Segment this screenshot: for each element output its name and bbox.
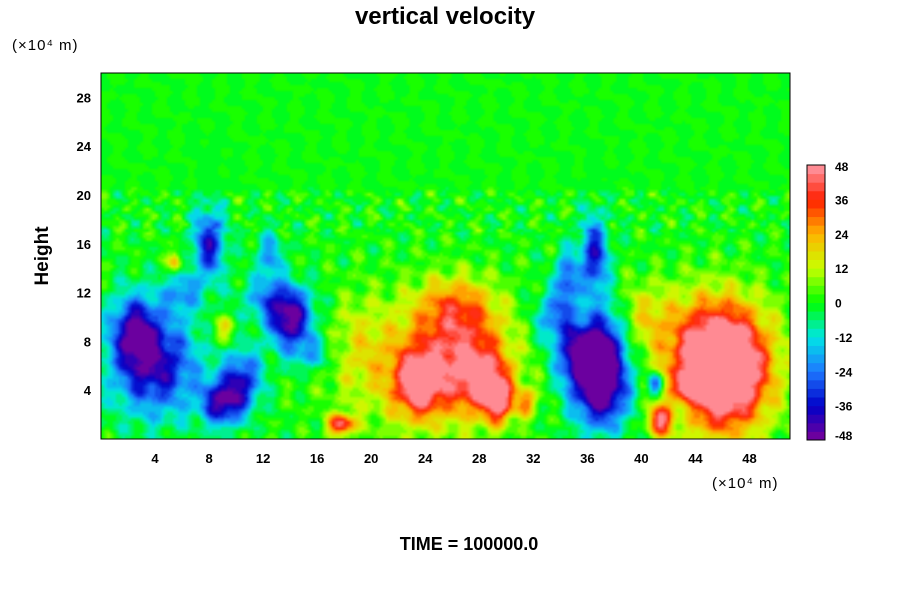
y-tick-label: 8 bbox=[84, 334, 91, 349]
x-tick-labels: 4 8 12 16 20 24 28 32 36 40 44 48 bbox=[151, 451, 756, 466]
x-tick-label: 16 bbox=[310, 451, 324, 466]
x-tick-label: 44 bbox=[688, 451, 703, 466]
x-tick-label: 12 bbox=[256, 451, 270, 466]
colorbar-tick-labels: 48 36 24 12 0 -12 -24 -36 -48 bbox=[835, 160, 853, 443]
colorbar-segment bbox=[807, 242, 825, 252]
x-tick-label: 28 bbox=[472, 451, 486, 466]
colorbar-segment bbox=[807, 233, 825, 243]
colorbar-tick-label: 0 bbox=[835, 297, 842, 311]
colorbar-segment bbox=[807, 293, 825, 303]
colorbar-segment bbox=[807, 302, 825, 312]
colorbar-segment bbox=[807, 216, 825, 226]
x-tick-label: 4 bbox=[151, 451, 159, 466]
colorbar-segment bbox=[807, 268, 825, 278]
plot-border bbox=[100, 72, 791, 440]
x-tick-label: 8 bbox=[205, 451, 212, 466]
colorbar-segment bbox=[807, 379, 825, 389]
y-tick-label: 16 bbox=[77, 237, 91, 252]
colorbar-segment bbox=[807, 250, 825, 261]
colorbar-segment bbox=[807, 388, 825, 398]
y-tick-label: 12 bbox=[77, 286, 91, 301]
colorbar-tick-label: 24 bbox=[835, 228, 849, 242]
colorbar-segment bbox=[807, 431, 825, 441]
colorbar-segment bbox=[807, 165, 825, 175]
colorbar-segment bbox=[807, 319, 825, 329]
y-tick-label: 20 bbox=[77, 188, 91, 203]
x-tick-label: 40 bbox=[634, 451, 648, 466]
x-axis-unit: (×10⁴ m) bbox=[712, 475, 779, 492]
y-tick-labels: 4 8 12 16 20 24 28 bbox=[77, 90, 92, 398]
colorbar-tick-label: -48 bbox=[835, 429, 853, 443]
colorbar-segment bbox=[807, 371, 825, 381]
colorbar-tick-label: -36 bbox=[835, 400, 853, 414]
y-tick-label: 4 bbox=[84, 383, 92, 398]
colorbar-segment bbox=[807, 285, 825, 295]
y-tick-label: 28 bbox=[77, 90, 91, 105]
colorbar-segment bbox=[807, 190, 825, 200]
colorbar-tick-label: 12 bbox=[835, 262, 849, 276]
colorbar-tick-label: 36 bbox=[835, 193, 849, 207]
y-tick-label: 24 bbox=[77, 139, 92, 154]
x-tick-label: 20 bbox=[364, 451, 378, 466]
colorbar-segment bbox=[807, 225, 825, 235]
colorbar-segment bbox=[807, 397, 825, 407]
chart-title: vertical velocity bbox=[355, 3, 536, 30]
velocity-field bbox=[101, 73, 790, 439]
x-tick-label: 48 bbox=[742, 451, 756, 466]
x-tick-label: 36 bbox=[580, 451, 594, 466]
colorbar-segment bbox=[807, 276, 825, 286]
colorbar-segment bbox=[807, 207, 825, 218]
colorbar-segment bbox=[807, 414, 825, 424]
time-label: TIME = 100000.0 bbox=[400, 534, 539, 554]
colorbar-segment bbox=[807, 199, 825, 209]
colorbar bbox=[806, 164, 826, 441]
colorbar-segment bbox=[807, 311, 825, 321]
colorbar-segment bbox=[807, 354, 825, 364]
colorbar-tick-label: -24 bbox=[835, 365, 853, 379]
colorbar-segment bbox=[807, 259, 825, 269]
colorbar-border bbox=[806, 164, 826, 441]
x-tick-label: 32 bbox=[526, 451, 540, 466]
colorbar-tick-label: -12 bbox=[835, 331, 853, 345]
colorbar-segment bbox=[807, 182, 825, 192]
colorbar-segment bbox=[807, 422, 825, 432]
colorbar-segment bbox=[807, 405, 825, 415]
colorbar-segment bbox=[807, 345, 825, 355]
colorbar-tick-label: 48 bbox=[835, 160, 849, 174]
colorbar-segment bbox=[807, 362, 825, 372]
colorbar-segment bbox=[807, 173, 825, 183]
x-tick-label: 24 bbox=[418, 451, 433, 466]
y-axis-label: Height bbox=[32, 226, 53, 286]
colorbar-segment bbox=[807, 336, 825, 346]
colorbar-segment bbox=[807, 328, 825, 338]
y-axis-unit: (×10⁴ m) bbox=[12, 37, 79, 54]
